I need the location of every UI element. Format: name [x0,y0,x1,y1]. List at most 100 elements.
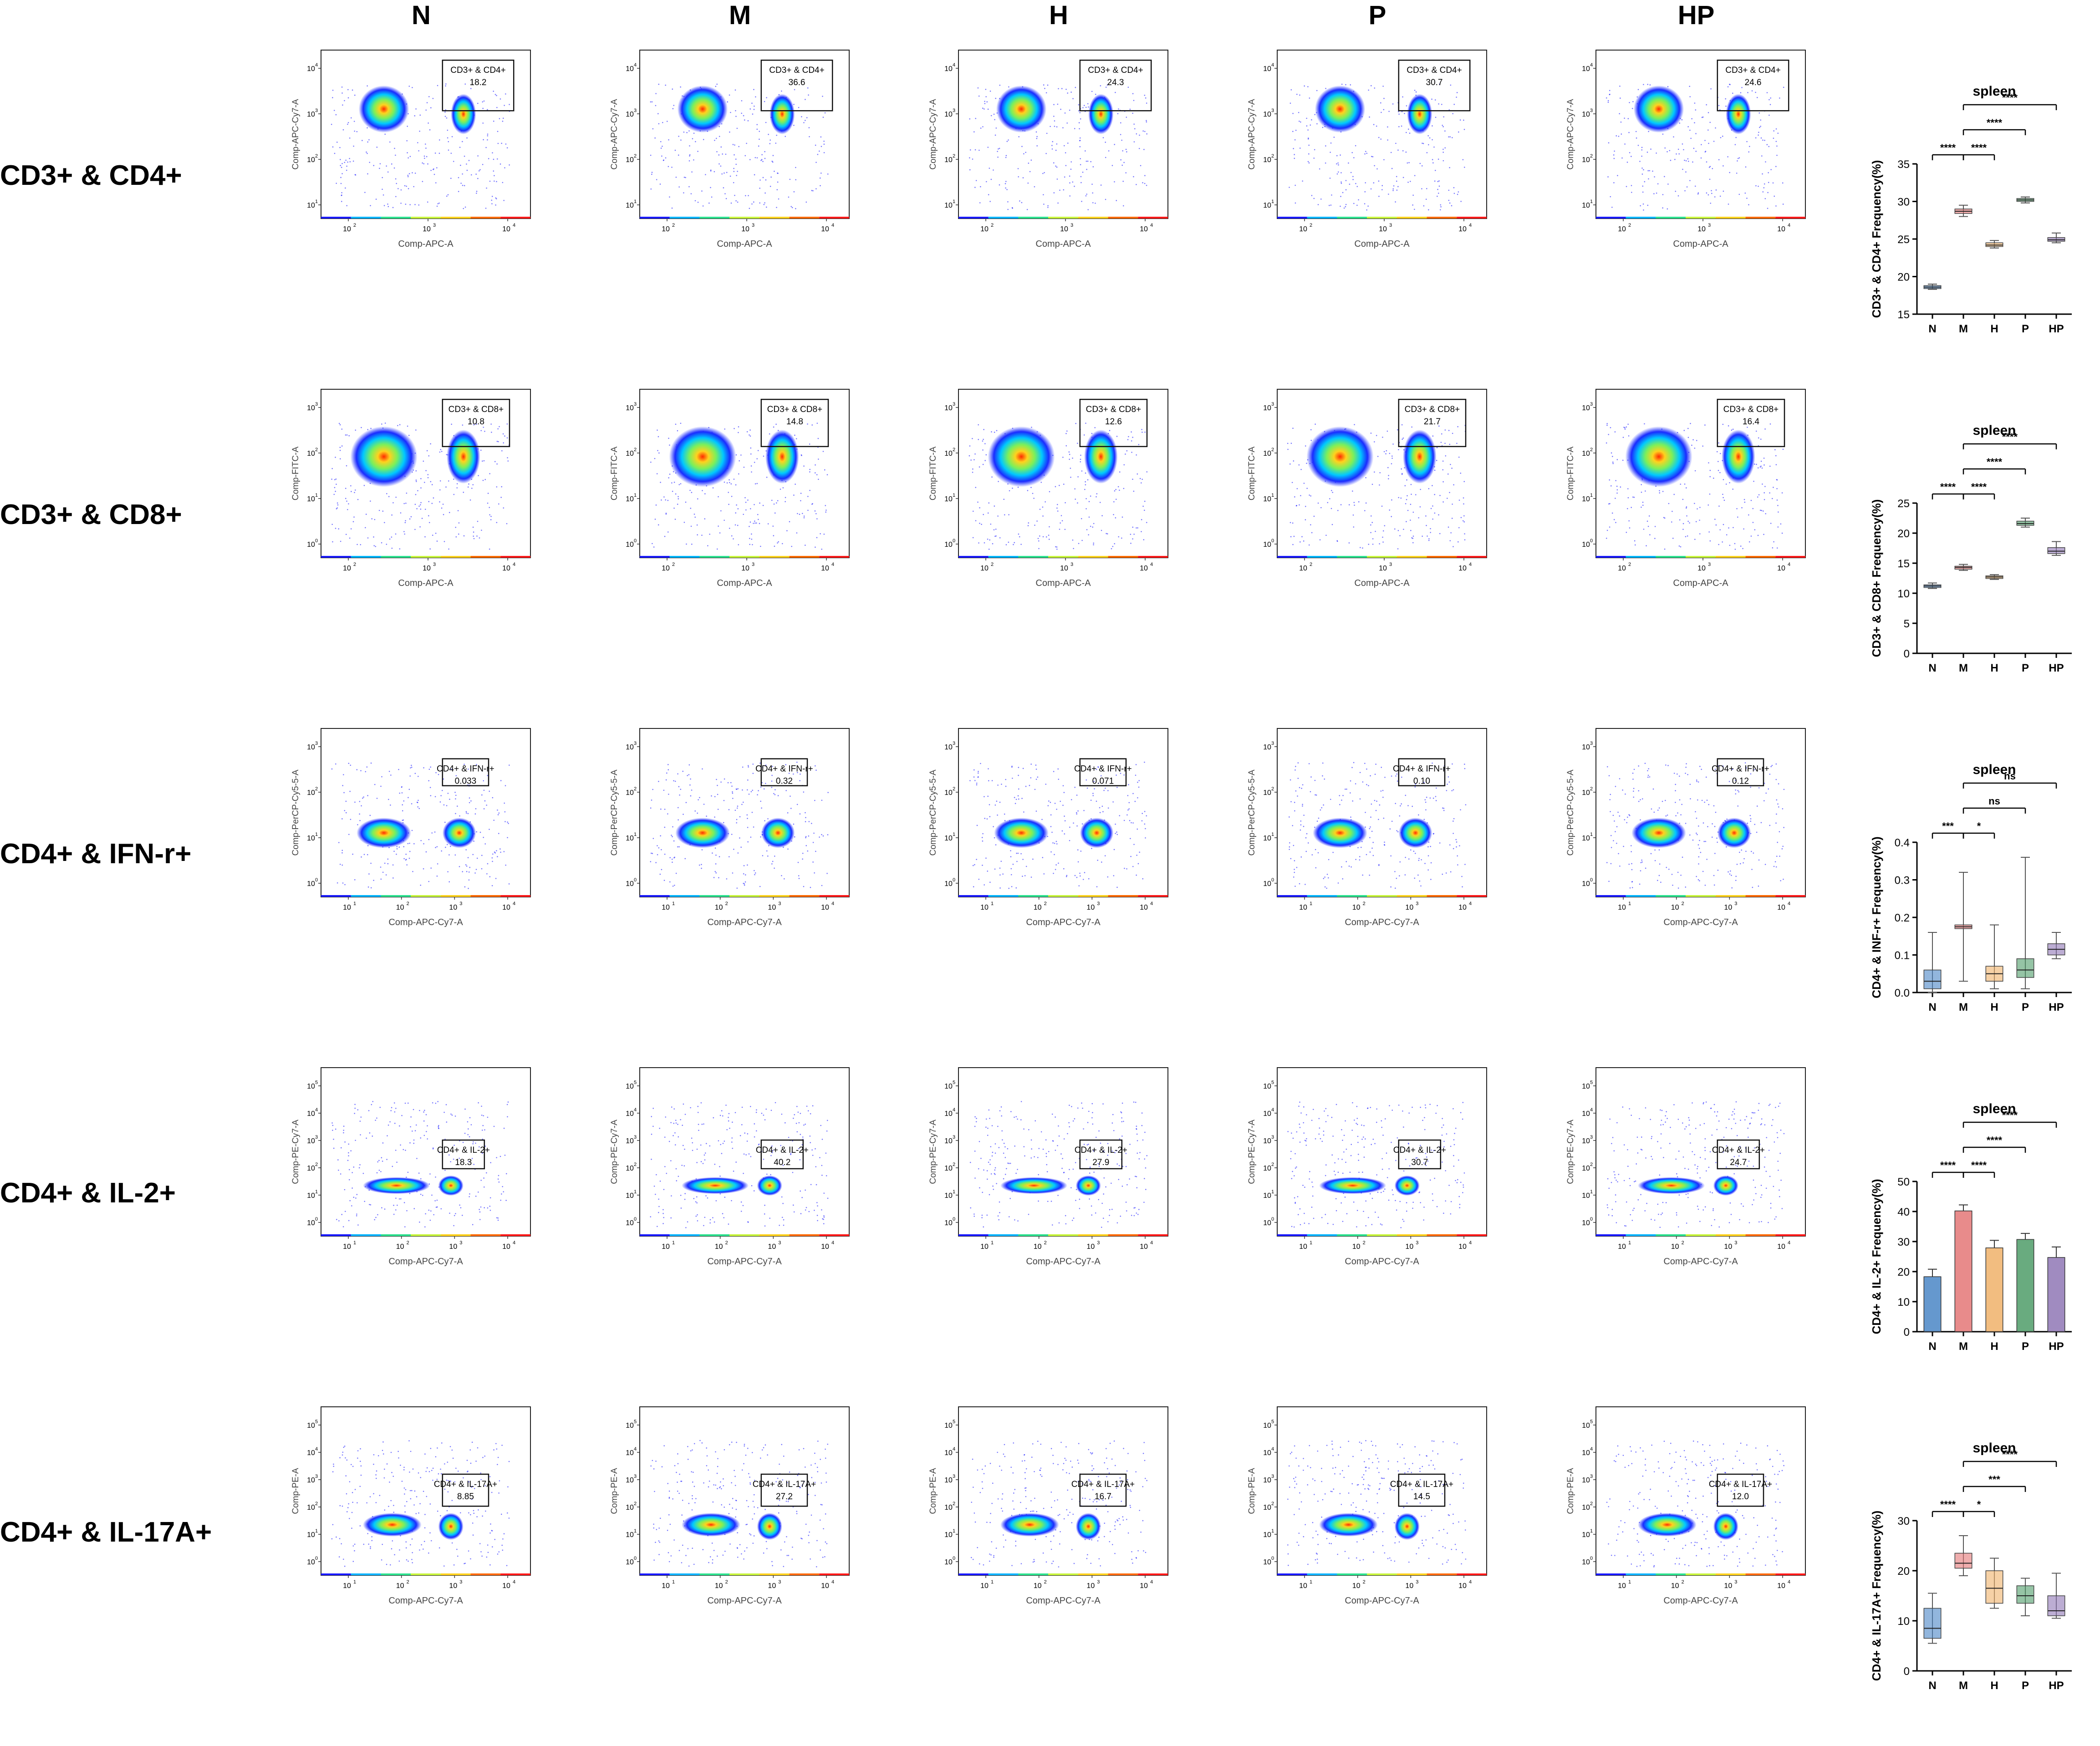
x-tick-label: 10 [1086,904,1095,911]
y-tick-label: 10 [1582,1219,1590,1227]
significance-label: **** [1940,481,1956,493]
x-tick-label: M [1959,662,1968,674]
x-axis-label: Comp-APC-A [1035,239,1091,249]
y-tick-exponent: 0 [1271,538,1274,544]
y-tick-exponent: 1 [315,493,318,498]
x-tick-label: 10 [715,1582,723,1590]
x-tick-exponent: 4 [513,1579,515,1585]
y-tick-label: 10 [944,835,953,842]
gate-percent: 14.5 [1413,1492,1430,1502]
y-tick-label: 10 [1263,495,1271,503]
y-tick-exponent: 1 [1590,199,1593,204]
y-tick-exponent: 2 [315,1162,318,1167]
x-tick-label: H [1990,662,1998,674]
x-tick-exponent: 2 [725,1240,728,1246]
x-axis-label: Comp-APC-A [398,578,454,588]
y-tick-exponent: 2 [953,786,955,792]
x-tick-label: 10 [741,225,749,233]
x-tick-label: 10 [502,225,510,233]
y-tick-exponent: 0 [315,877,318,883]
density-cluster [757,1176,782,1196]
y-tick-exponent: 4 [315,1446,318,1452]
density-cluster [357,818,411,848]
y-tick-label: 10 [1263,1165,1271,1172]
y-tick-exponent: 3 [634,108,637,113]
y-tick-exponent: 1 [953,1528,955,1534]
density-cluster [1076,1513,1101,1540]
density-cluster [1395,1176,1420,1196]
density-cluster [443,818,476,848]
x-tick-exponent: 3 [1416,1240,1418,1246]
y-tick-label: 10 [307,1476,315,1484]
x-tick-exponent: 3 [1097,901,1100,906]
x-tick-label: 10 [502,1582,510,1590]
x-tick-exponent: 4 [513,223,515,228]
gate-label: CD4+ & IL-17A+ [1390,1480,1453,1489]
y-tick-label: 10 [626,1531,634,1539]
y-tick-exponent: 4 [634,62,637,68]
y-tick-label: 10 [1263,1110,1271,1118]
y-axis-label: Comp-FITC-A [610,447,619,501]
gate-percent: 16.4 [1743,417,1759,427]
y-tick-label: 10 [626,156,634,164]
y-tick-label: 15 [1897,309,1910,321]
y-tick-label: 0 [1904,1326,1910,1339]
y-tick-exponent: 5 [1271,1419,1274,1425]
axis-colorband [1596,556,1805,558]
y-axis-label: CD4+ & IL-17A+ Frequency(%) [1870,1511,1883,1681]
x-tick-label: 10 [1458,565,1467,572]
y-tick-exponent: 3 [315,402,318,407]
x-tick-label: 10 [980,1582,989,1590]
y-tick-label: 10 [307,1110,315,1118]
y-tick-label: 10 [1897,588,1910,600]
y-tick-label: 10 [1263,156,1271,164]
box-p [2017,857,2034,989]
y-tick-label: 10 [1582,1504,1590,1512]
y-tick-label: 0 [1904,648,1910,660]
density-cluster [1000,1177,1067,1194]
x-tick-exponent: 2 [353,223,356,228]
x-tick-label: 10 [343,565,351,572]
x-tick-label: 10 [1405,904,1413,911]
x-axis-label: Comp-APC-Cy7-A [707,1257,782,1267]
x-tick-label: 10 [1618,904,1626,911]
x-tick-label: M [1959,1001,1968,1013]
x-axis-label: Comp-APC-A [1673,578,1728,588]
x-tick-label: 10 [662,225,670,233]
gate-label: CD3+ & CD8+ [767,405,822,414]
y-axis-label: Comp-PE-A [1566,1468,1575,1514]
plot-frame [1277,1068,1487,1236]
y-tick-exponent: 1 [1590,1189,1593,1195]
significance-bracket: ns [1963,795,2025,814]
y-tick-label: 10 [1263,1083,1271,1090]
significance-label: **** [2002,1449,2018,1460]
y-tick-label: 10 [307,404,315,412]
significance-label: **** [1940,142,1956,153]
x-tick-label: 10 [741,565,749,572]
gate-label: CD4+ & IL-17A+ [1071,1480,1135,1489]
y-tick-exponent: 0 [634,538,637,544]
y-tick-label: 10 [1582,880,1590,888]
y-tick-label: 10 [1263,880,1271,888]
box-m [1955,1536,1972,1576]
gate-percent: 30.7 [1411,1158,1428,1167]
x-tick-label: N [1928,1001,1936,1013]
y-tick-label: 10 [1263,1558,1271,1566]
y-tick-exponent: 0 [1590,538,1593,544]
x-tick-label: 10 [662,904,670,911]
x-tick-exponent: 3 [1708,223,1711,228]
y-tick-label: 10 [626,1219,634,1227]
y-tick-exponent: 3 [634,1135,637,1140]
x-tick-exponent: 2 [991,562,994,567]
density-cluster [682,1513,740,1537]
